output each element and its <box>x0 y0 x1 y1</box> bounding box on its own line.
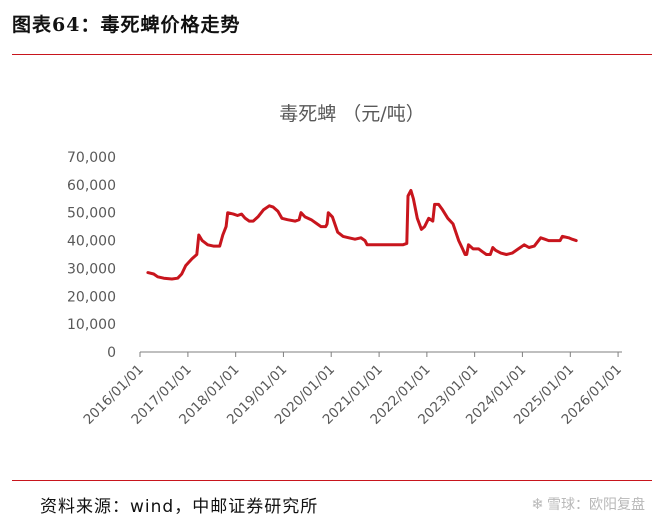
price-chart: 毒死蜱 （元/吨） 0 10,000 20,000 30,000 40,000 50,00… <box>67 103 625 428</box>
figure-title: 图表64：毒死蜱价格走势 <box>12 14 241 36</box>
y-tick-label: 70,000 <box>67 150 116 166</box>
x-axis-ticks: 2016/01/012017/01/012018/01/012019/01/01… <box>80 352 625 428</box>
watermark-text: 雪球：欧阳复盘 <box>547 497 645 513</box>
watermark: ❄ 雪球：欧阳复盘 <box>531 494 645 514</box>
snowball-logo-icon: ❄ <box>531 495 544 513</box>
y-tick-label: 50,000 <box>67 206 116 222</box>
bottom-divider <box>12 480 652 481</box>
top-divider <box>12 54 652 55</box>
series-line <box>146 188 578 281</box>
y-axis-ticks: 0 10,000 20,000 30,000 40,000 50,000 60,000 70,… <box>67 150 116 361</box>
y-tick-label: 40,000 <box>67 234 116 250</box>
y-tick-label: 60,000 <box>67 178 116 194</box>
chart-title: 毒死蜱 （元/吨） <box>279 103 424 125</box>
y-tick-label: 0 <box>107 345 116 361</box>
y-tick-label: 20,000 <box>67 289 116 305</box>
y-tick-label: 30,000 <box>67 261 116 277</box>
source-note: 资料来源：wind，中邮证券研究所 <box>40 497 319 517</box>
y-tick-label: 10,000 <box>67 317 116 333</box>
